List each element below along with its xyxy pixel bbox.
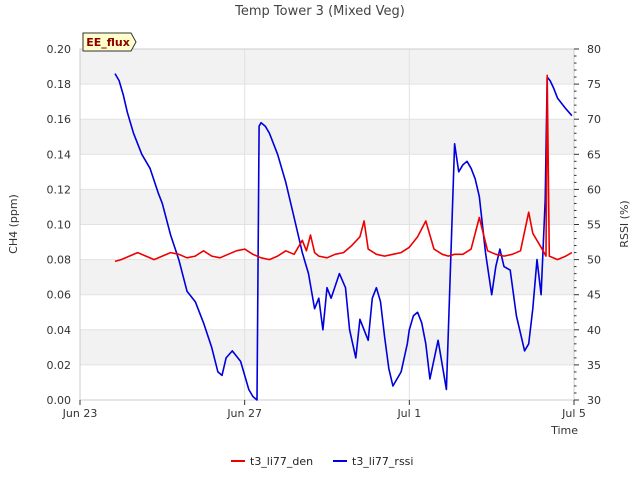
- x-axis: Jun 23 Jun 27 Jul 1 Jul 5: [62, 400, 586, 420]
- y-right-tick-label: 75: [587, 78, 601, 91]
- y-left-tick-label: 0.12: [47, 183, 72, 196]
- grid-bands: [80, 49, 574, 365]
- y-right-tick-label: 35: [587, 359, 601, 372]
- grid-band: [80, 329, 574, 365]
- y-right-tick-label: 40: [587, 324, 601, 337]
- grid-band: [80, 119, 574, 155]
- y-axis-right-label: RSSI (%): [618, 200, 631, 247]
- x-tick-label: Jul 5: [561, 407, 586, 420]
- y-right-tick-label: 80: [587, 43, 601, 56]
- plot-lines: [114, 73, 573, 401]
- legend-label-rssi: t3_li77_rssi: [352, 455, 413, 468]
- y-right-tick-label: 55: [587, 219, 601, 232]
- y-right-tick-label: 70: [587, 113, 601, 126]
- legend-item-den[interactable]: t3_li77_den: [231, 455, 313, 468]
- ee-flux-badge: EE_flux: [82, 32, 137, 52]
- x-axis-label: Time: [550, 424, 578, 437]
- y-left-tick-label: 0.02: [47, 359, 72, 372]
- y-left-tick-label: 0.10: [47, 219, 72, 232]
- badge-shape: [82, 32, 137, 52]
- right-axis: 30 35 40 45 50 55 60 65 70 75 80: [574, 43, 601, 407]
- chart-title: Temp Tower 3 (Mixed Veg): [234, 4, 405, 19]
- y-right-tick-label: 45: [587, 289, 601, 302]
- x-tick-label: Jun 27: [226, 407, 262, 420]
- y-left-tick-label: 0.00: [47, 394, 72, 407]
- y-left-tick-label: 0.16: [47, 113, 72, 126]
- y-left-tick-label: 0.18: [47, 78, 72, 91]
- y-right-tick-label: 60: [587, 183, 601, 196]
- y-right-tick-label: 50: [587, 254, 601, 267]
- series-line-t3_li77_den: [114, 74, 573, 263]
- series-line-t3_li77_rssi: [114, 73, 573, 401]
- x-tick-label: Jun 23: [62, 407, 98, 420]
- grid-band: [80, 49, 574, 85]
- left-axis: 0.00 0.02 0.04 0.06 0.08 0.10 0.12 0.14 0.16 0.18…: [47, 43, 72, 407]
- y-right-tick-label: 30: [587, 394, 601, 407]
- legend: t3_li77_den t3_li77_rssi: [231, 455, 413, 468]
- grid-band: [80, 189, 574, 225]
- legend-label-den: t3_li77_den: [250, 455, 313, 468]
- y-left-tick-label: 0.14: [47, 148, 72, 161]
- y-left-tick-label: 0.08: [47, 254, 72, 267]
- y-right-tick-label: 65: [587, 148, 601, 161]
- y-left-tick-label: 0.06: [47, 289, 72, 302]
- badge-label: EE_flux: [86, 36, 130, 49]
- y-left-tick-label: 0.04: [47, 324, 72, 337]
- x-tick-label: Jul 1: [396, 407, 421, 420]
- y-axis-left-label: CH4 (ppm): [7, 194, 20, 254]
- y-left-tick-label: 0.20: [47, 43, 72, 56]
- legend-item-rssi[interactable]: t3_li77_rssi: [333, 455, 413, 468]
